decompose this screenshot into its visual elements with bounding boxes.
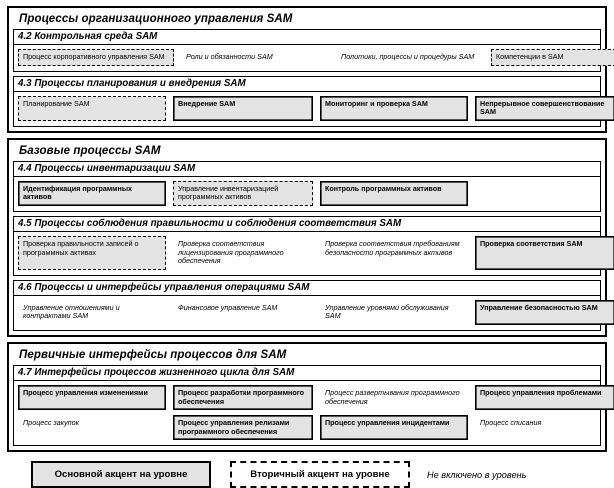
process-cell-none: Проверка соответствия требованиям безопа…	[320, 236, 468, 270]
process-cell-label: Финансовое управление SAM	[178, 302, 278, 312]
process-section: 4.4 Процессы инвентаризации SAM Идентифик…	[13, 160, 601, 212]
process-cell-primary: Мониторинг и проверка SAM	[320, 95, 468, 121]
process-cell-none: Процесс списания	[475, 415, 614, 440]
process-cell-none: Роли и обязанности SAM	[181, 49, 329, 66]
process-cell-label: Процесс развертывания программного обесп…	[325, 387, 460, 406]
process-cell-label: Мониторинг и проверка SAM	[325, 98, 428, 108]
section-body: Идентификация программных активов Управле…	[14, 177, 600, 211]
process-cell-none: Политики, процессы и процедуры SAM	[336, 49, 484, 66]
section-body: Управление отношениями и контрактами SAM…	[14, 296, 614, 330]
process-cell-label: Управление уровнями обслуживания SAM	[325, 302, 449, 321]
legend-primary-label: Основной акцент на уровне	[54, 469, 188, 481]
process-cell-label: Политики, процессы и процедуры SAM	[341, 52, 475, 61]
process-cell-primary: Процесс управления релизами программного…	[173, 415, 313, 441]
block-title: Первичные интерфейсы процессов для SAM	[19, 348, 287, 361]
process-cell-label: Процесс управления релизами программного…	[178, 418, 290, 436]
process-cell-label: Проверка соответствия лицензирования про…	[178, 238, 284, 266]
process-cell-label: Процесс закупок	[23, 418, 80, 428]
process-cell-secondary: Управление инвентаризацией программных а…	[173, 180, 313, 206]
process-cell-primary: Контроль программных активов	[320, 180, 468, 206]
process-cell-primary: Проверка соответствия SAM	[475, 235, 614, 270]
section-title: 4.4 Процессы инвентаризации SAM	[14, 162, 600, 177]
legend-not-included-label: Не включено в уровень	[427, 469, 527, 480]
section-body: Процесс управления изменениями Процесс ра…	[14, 381, 614, 445]
process-cell-none: Процесс закупок	[18, 415, 166, 440]
legend-secondary-emphasis: Вторичный акцент на уровне	[230, 461, 410, 488]
process-cell-label: Управление безопасностью SAM	[480, 302, 598, 312]
process-cell-label: Планирование SAM	[23, 98, 90, 108]
process-cell-secondary: Процесс корпоративного управления SAM	[18, 49, 174, 66]
section-body: Проверка правильности записей о программ…	[14, 232, 614, 275]
process-cell-none: Финансовое управление SAM	[173, 300, 313, 325]
process-cell-label: Идентификация программных активов	[23, 183, 132, 202]
process-row: Проверка правильности записей о программ…	[18, 235, 614, 270]
section-title: 4.7 Интерфейсы процессов жизненного цикл…	[14, 366, 600, 381]
process-cell-primary: Внедрение SAM	[173, 95, 313, 121]
process-cell-primary: Процесс управления инцидентами	[320, 415, 468, 441]
section-title: 4.5 Процессы соблюдения правильности и с…	[14, 217, 600, 232]
process-cell-label: Процесс списания	[480, 418, 542, 428]
legend-not-included: Не включено в уровень	[427, 461, 526, 488]
legend: Основной акцент на уровне Вторичный акце…	[7, 461, 607, 488]
process-cell-label: Роли и обязанности SAM	[186, 52, 273, 61]
process-cell-label: Процесс управления проблемами	[480, 387, 602, 397]
process-block: Базовые процессы SAM 4.4 Процессы инвента…	[7, 137, 614, 337]
process-cell-label: Непрерывное совершенствование SAM	[480, 98, 605, 117]
process-cell-label: Проверка соответствия требованиям безопа…	[325, 238, 460, 257]
process-cell-label: Управление инвентаризацией программных а…	[178, 183, 279, 202]
process-cell-secondary: Проверка правильности записей о программ…	[18, 235, 166, 270]
process-row: Идентификация программных активов Управле…	[18, 180, 596, 206]
process-cell-primary: Процесс управления изменениями	[18, 384, 166, 411]
process-cell-label: Контроль программных активов	[325, 183, 442, 193]
process-cell-secondary: Компетенции в SAM	[491, 49, 614, 66]
process-cell-primary: Идентификация программных активов	[18, 180, 166, 206]
process-section: 4.7 Интерфейсы процессов жизненного цикл…	[13, 364, 614, 447]
process-cell-label: Процесс управления инцидентами	[325, 418, 450, 428]
process-cell-label: Компетенции в SAM	[496, 52, 564, 61]
block-title: Процессы организационного управления SAM	[19, 13, 293, 25]
section-title: 4.3 Процессы планирования и внедрения SA…	[14, 77, 600, 92]
process-cell-primary: Процесс разработки программного обеспече…	[173, 384, 313, 411]
process-cell-label: Управление отношениями и контрактами SAM	[23, 302, 120, 321]
process-section: 4.6 Процессы и интерфейсы управления опе…	[13, 279, 614, 331]
blocks-container: Процессы организационного управления SAM…	[7, 6, 614, 453]
process-cell-none: Проверка соответствия лицензирования про…	[173, 236, 313, 270]
process-row: Процесс управления изменениями Процесс ра…	[18, 384, 614, 411]
process-cell-none: Управление уровнями обслуживания SAM	[320, 300, 468, 325]
process-cell-label: Проверка соответствия SAM	[480, 238, 583, 248]
process-row: Процесс корпоративного управления SAM Рол…	[18, 49, 614, 66]
sam-process-framework-diagram: Процессы организационного управления SAM…	[7, 6, 614, 488]
process-cell-primary: Процесс управления проблемами	[475, 384, 614, 411]
process-cell-none: Управление отношениями и контрактами SAM	[18, 300, 166, 325]
block-title: Базовые процессы SAM	[19, 144, 161, 157]
legend-secondary-label: Вторичный акцент на уровне	[250, 469, 390, 481]
process-cell-label: Внедрение SAM	[178, 98, 236, 108]
process-row: Планирование SAM Внедрение SAM Мониторинг …	[18, 95, 614, 121]
section-title: 4.6 Процессы и интерфейсы управления опе…	[14, 281, 600, 296]
section-title: 4.2 Контрольная среда SAM	[14, 30, 600, 45]
process-cell-label: Проверка правильности записей о программ…	[23, 238, 139, 257]
process-cell-none: Процесс развертывания программного обесп…	[320, 385, 468, 410]
legend-primary-emphasis: Основной акцент на уровне	[31, 461, 211, 488]
process-section: 4.5 Процессы соблюдения правильности и с…	[13, 215, 614, 276]
process-cell-primary: Управление безопасностью SAM	[475, 299, 614, 325]
process-cell-secondary: Планирование SAM	[18, 95, 166, 121]
process-section: 4.2 Контрольная среда SAM Процесс корпора…	[13, 29, 614, 72]
process-cell-label: Процесс управления изменениями	[23, 387, 148, 397]
section-body: Планирование SAM Внедрение SAM Мониторинг …	[14, 92, 614, 126]
process-block: Процессы организационного управления SAM…	[7, 6, 614, 133]
process-section: 4.3 Процессы планирования и внедрения SA…	[13, 75, 614, 127]
section-body: Процесс корпоративного управления SAM Рол…	[14, 45, 614, 71]
process-block: Первичные интерфейсы процессов для SAM 4.…	[7, 341, 614, 453]
process-cell-label: Процесс корпоративного управления SAM	[23, 52, 165, 61]
process-cell-label: Процесс разработки программного обеспече…	[178, 387, 305, 406]
process-cell-primary: Непрерывное совершенствование SAM	[475, 95, 614, 121]
process-row: Управление отношениями и контрактами SAM…	[18, 299, 614, 325]
process-row: Процесс закупок Процесс управления релиза…	[18, 415, 596, 441]
